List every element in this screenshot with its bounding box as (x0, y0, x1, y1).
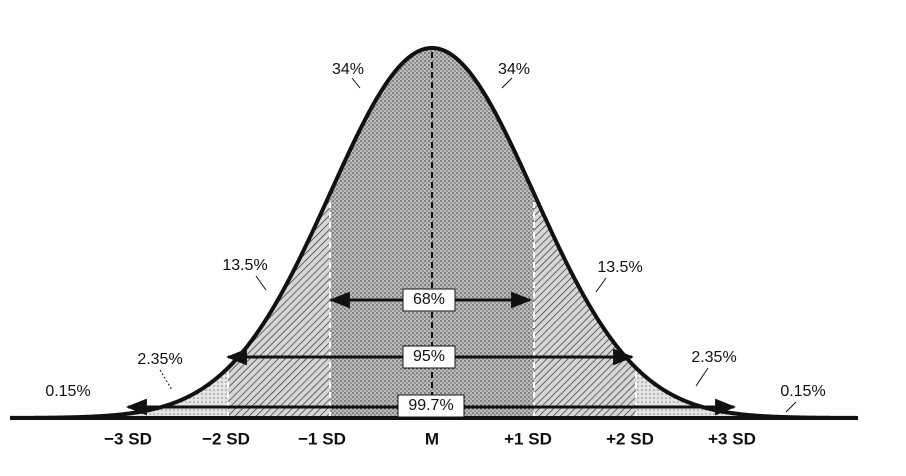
region-label: 13.5% (222, 257, 267, 274)
range-box (402, 345, 456, 369)
leader (595, 277, 607, 293)
axis-label: M (425, 429, 439, 448)
axis-label: −1 SD (298, 429, 346, 448)
leader (159, 369, 173, 391)
leader (785, 401, 797, 413)
leader (695, 367, 709, 387)
range-label: 99.7% (408, 397, 453, 414)
axis-label: −3 SD (104, 429, 152, 448)
region-label: 0.15% (780, 383, 825, 400)
axis-label: −2 SD (202, 429, 250, 448)
range-label: 95% (413, 348, 445, 365)
leader (351, 77, 361, 89)
axis-label: +2 SD (606, 429, 654, 448)
region-label: 2.35% (137, 351, 182, 368)
region-label: 34% (332, 61, 364, 78)
leader (501, 77, 513, 89)
range-box (397, 394, 465, 418)
range-box (402, 288, 456, 312)
axis-label: +3 SD (708, 429, 756, 448)
region-label: 2.35% (691, 349, 736, 366)
region-label: 34% (498, 61, 530, 78)
region-label: 13.5% (597, 259, 642, 276)
axis-label: +1 SD (504, 429, 552, 448)
range-label: 68% (413, 291, 445, 308)
region-label: 0.15% (45, 383, 90, 400)
leader (255, 275, 267, 291)
